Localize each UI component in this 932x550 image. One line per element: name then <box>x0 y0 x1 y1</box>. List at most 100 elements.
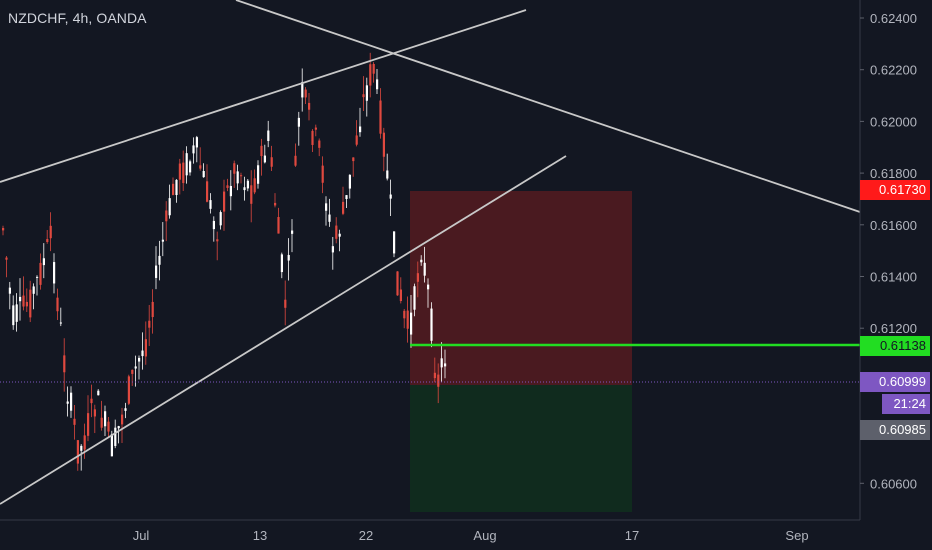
channel-lower-trendline[interactable] <box>0 155 567 505</box>
channel-upper-trendline[interactable] <box>0 9 527 183</box>
candle-up <box>413 286 416 310</box>
candle-down <box>311 130 314 145</box>
candle-down <box>100 417 103 428</box>
candle-down <box>5 257 8 260</box>
candle-down <box>369 64 372 86</box>
candle-down <box>56 297 59 312</box>
candle-down <box>206 181 209 202</box>
descending-trendline[interactable] <box>235 0 861 213</box>
candle-up <box>192 145 195 154</box>
price-tick-label: 0.60600 <box>870 476 917 491</box>
candle-up <box>386 170 389 179</box>
price-axis[interactable]: 0.62400 0.62200 0.62000 0.61800 0.61600 0.614… <box>860 11 917 491</box>
candle-down <box>216 239 219 242</box>
candle-up <box>19 296 22 302</box>
candle-down <box>304 89 307 98</box>
candle-up <box>376 79 379 90</box>
price-tick-label: 0.62000 <box>870 114 917 129</box>
candle-down <box>318 140 321 148</box>
candle-down <box>226 185 229 188</box>
take-profit-zone[interactable] <box>410 385 632 512</box>
candle-up <box>420 259 423 263</box>
price-tick-label: 0.61200 <box>870 321 917 336</box>
candle-down <box>172 183 175 195</box>
candle-down <box>39 262 42 285</box>
candle-up <box>444 363 447 367</box>
candle-down <box>433 372 436 379</box>
risk-reward-zones[interactable] <box>410 191 632 512</box>
candle-up <box>15 304 18 322</box>
candle-down <box>355 135 358 145</box>
candle-down <box>294 155 297 166</box>
candle-up <box>110 434 113 457</box>
candle-down <box>131 369 134 374</box>
candle-up <box>325 203 328 211</box>
time-axis[interactable]: Jul 13 22 Aug 17 Sep <box>133 528 809 543</box>
candle-up <box>195 137 198 148</box>
candle-down <box>2 228 5 231</box>
candle-up <box>155 265 158 278</box>
candle-up <box>389 194 392 199</box>
candle-up <box>161 239 164 242</box>
candle-up <box>42 258 45 266</box>
candle-down <box>352 157 355 162</box>
candle-down <box>83 435 86 450</box>
candle-down <box>284 299 287 308</box>
countdown-label: 21:24 <box>882 394 930 414</box>
candle-down <box>90 398 93 404</box>
candle-up <box>338 233 341 237</box>
candle-down <box>63 355 66 373</box>
candle-down <box>46 239 49 243</box>
candle-down <box>25 301 28 307</box>
candle-down <box>362 94 365 98</box>
candle-down <box>406 310 409 329</box>
candle-down <box>396 271 399 296</box>
stop-price-label: 0.61730 <box>860 180 930 200</box>
candle-down <box>49 225 52 239</box>
candle-down <box>87 413 90 436</box>
candle-up <box>175 179 178 196</box>
candle-up <box>66 401 69 404</box>
candle-up <box>158 255 161 265</box>
price-tick-label: 0.61400 <box>870 270 917 285</box>
candle-up <box>280 254 283 273</box>
candle-up <box>212 220 215 230</box>
candle-down <box>335 225 338 239</box>
time-tick-label: 17 <box>625 528 639 543</box>
candle-down <box>437 374 440 387</box>
drawings[interactable] <box>0 0 861 505</box>
candle-up <box>263 155 266 163</box>
candle-up <box>202 170 205 178</box>
crosshair-price-label: 0.60985 <box>860 420 930 440</box>
candle-down <box>314 127 317 130</box>
candle-up <box>427 284 430 290</box>
candle-down <box>29 289 32 318</box>
candle-up <box>243 187 246 191</box>
candle-up <box>138 357 141 362</box>
candle-up <box>393 231 396 254</box>
candle-up <box>267 130 270 141</box>
candle-up <box>219 212 222 226</box>
candle-up <box>189 161 192 173</box>
candle-up <box>134 366 137 369</box>
candle-up <box>8 287 11 294</box>
stop-loss-zone[interactable] <box>410 191 632 385</box>
candle-down <box>165 210 168 222</box>
candle-down <box>403 310 406 319</box>
time-tick-label: Sep <box>785 528 808 543</box>
candle-down <box>399 289 402 302</box>
candles <box>2 52 447 471</box>
candle-up <box>114 427 117 446</box>
candle-up <box>141 350 144 357</box>
time-tick-label: Jul <box>133 528 150 543</box>
time-tick-label: 13 <box>253 528 267 543</box>
candle-up <box>236 171 239 184</box>
candle-up <box>53 262 56 284</box>
candle-down <box>73 418 76 425</box>
candle-down <box>250 185 253 204</box>
candle-down <box>321 165 324 183</box>
candle-down <box>182 162 185 184</box>
candle-down <box>121 414 124 425</box>
candle-up <box>328 214 331 222</box>
